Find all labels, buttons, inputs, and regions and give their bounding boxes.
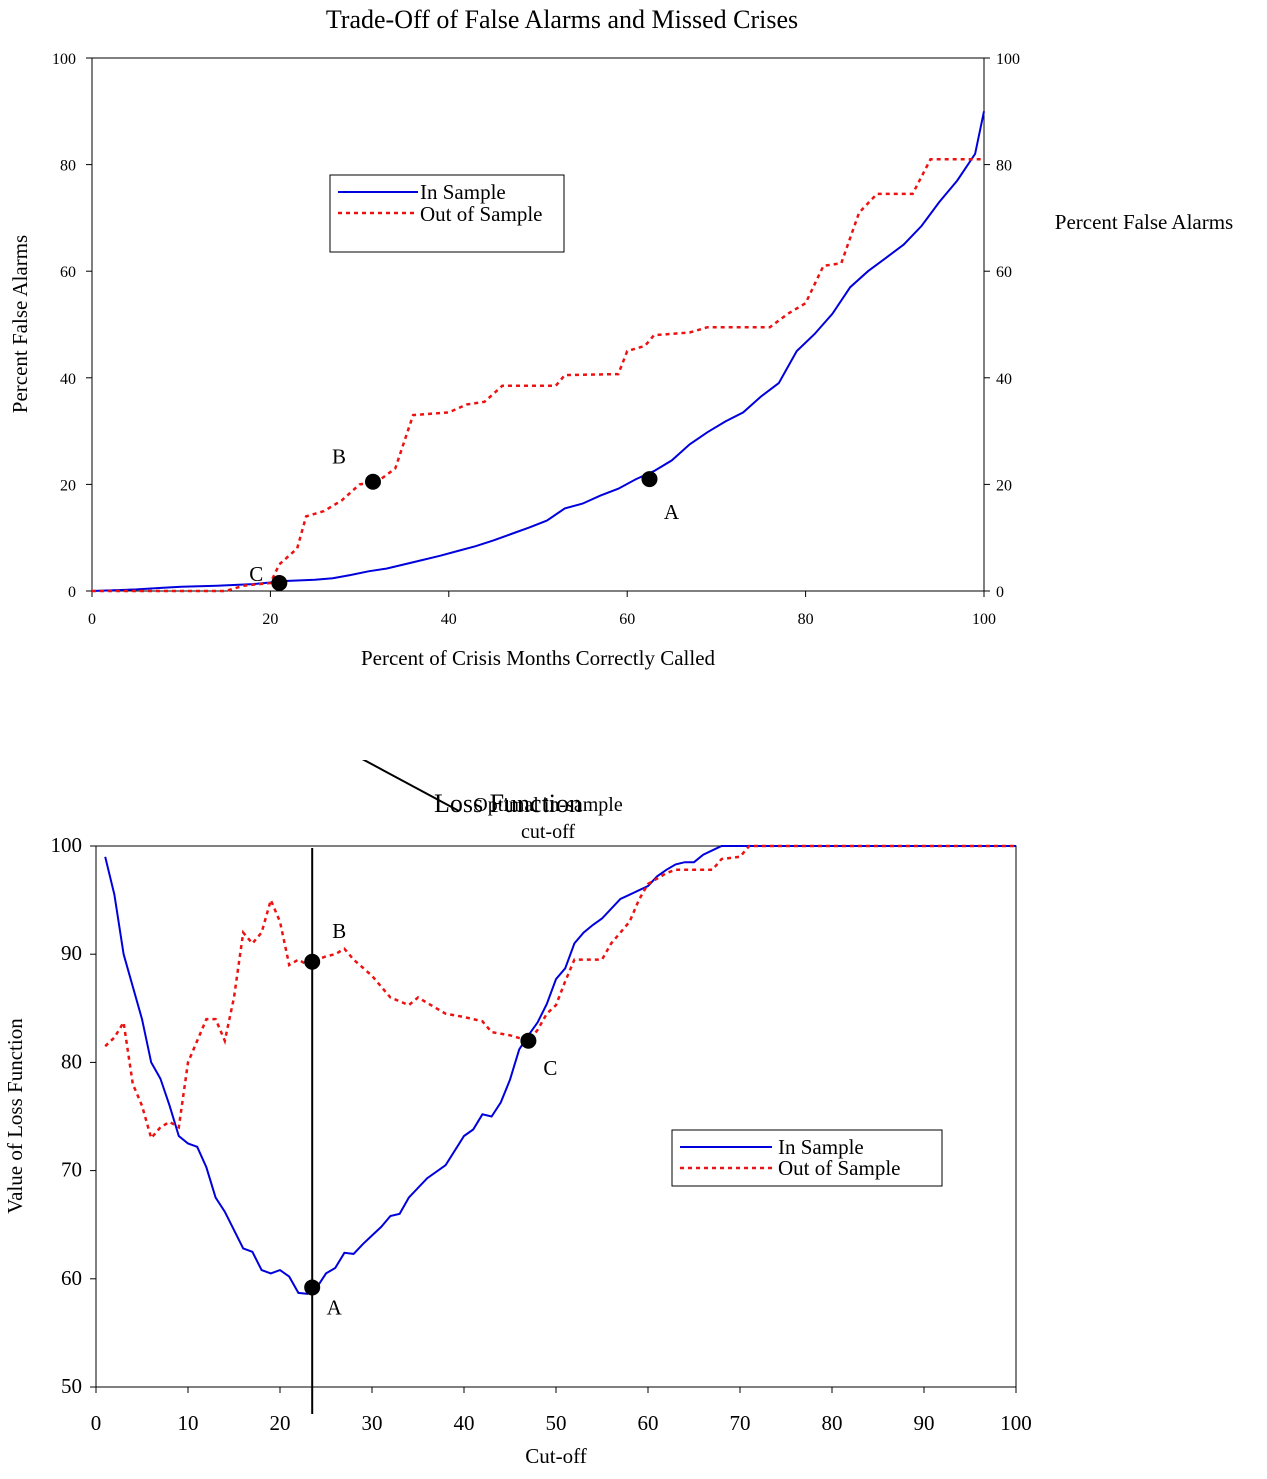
y-tick-label: 100	[52, 51, 76, 68]
x-tick-label: 80	[822, 1411, 843, 1435]
loss-plot-svg: Loss Function Value of Loss Function Cut…	[3, 760, 1032, 1468]
y-right-tick-label: 80	[996, 158, 1012, 175]
x-tick-label: 60	[619, 611, 635, 628]
series-line-out-of-sample	[104, 844, 1016, 1141]
legend: In Sample Out of Sample	[329, 174, 565, 253]
chart-loss-function: Loss Function Value of Loss Function Cut…	[0, 760, 1267, 1479]
x-tick-label: 20	[262, 611, 278, 628]
y-tick-label: 80	[60, 158, 76, 175]
y-right-tick-label: 60	[996, 264, 1012, 281]
x-tick-label: 90	[914, 1411, 935, 1435]
y-axis-label-left: Percent False Alarms	[8, 235, 32, 413]
series-line-in-sample	[104, 845, 1016, 1295]
y-tick-label: 20	[60, 477, 76, 494]
x-tick-label: 100	[972, 611, 996, 628]
legend-box	[329, 174, 565, 253]
x-tick-label: 20	[270, 1411, 291, 1435]
y-tick-label: 40	[60, 371, 76, 388]
y-axis-label: Value of Loss Function	[3, 1018, 27, 1214]
tradeoff-plot-svg: Trade-Off of False Alarms and Missed Cri…	[8, 5, 1233, 670]
x-tick-label: 10	[178, 1411, 199, 1435]
plot-area-frame	[95, 845, 1017, 1388]
point-label-a: A	[664, 500, 680, 524]
y-right-tick-label: 0	[996, 584, 1004, 601]
legend: In Sample Out of Sample	[671, 1129, 943, 1187]
y-tick-label: 80	[61, 1049, 82, 1073]
y-axis-label-right: Percent False Alarms	[1055, 210, 1233, 234]
y-right-tick-label: 100	[996, 51, 1020, 68]
annotation-text-line2: cut-off	[521, 821, 575, 843]
x-tick-label: 80	[798, 611, 814, 628]
x-tick-label: 40	[441, 611, 457, 628]
x-tick-label: 30	[362, 1411, 383, 1435]
y-right-tick-label: 40	[996, 371, 1012, 388]
legend-label-in-sample: In Sample	[420, 180, 506, 204]
legend-box	[671, 1129, 943, 1187]
y-tick-label: 60	[60, 264, 76, 281]
point-marker-c	[520, 1032, 537, 1049]
x-tick-label: 60	[638, 1411, 659, 1435]
series-group	[104, 844, 1016, 1295]
chart-title: Trade-Off of False Alarms and Missed Cri…	[326, 5, 798, 34]
y-tick-label: 90	[61, 941, 82, 965]
point-label-c: C	[249, 562, 263, 586]
point-marker-a	[641, 471, 658, 488]
x-tick-label: 0	[91, 1411, 102, 1435]
x-tick-label: 40	[454, 1411, 475, 1435]
y-tick-label: 50	[61, 1374, 82, 1398]
y-tick-label: 100	[51, 833, 83, 857]
chart-title: Loss Function	[434, 789, 582, 818]
y-tick-label: 70	[61, 1158, 82, 1182]
point-label-b: B	[332, 919, 346, 943]
point-label-a: A	[327, 1295, 343, 1319]
point-marker-a	[304, 1279, 321, 1296]
series-group	[91, 111, 985, 593]
x-axis-label: Percent of Crisis Months Correctly Calle…	[361, 646, 716, 670]
series-line-in-sample	[91, 111, 985, 592]
x-axis-label: Cut-off	[525, 1444, 586, 1468]
y-tick-label: 60	[61, 1266, 82, 1290]
axis-ticks-group: 0 10 20 30 40 50 60 70 80 90 100 50 60 70 80 90 100	[51, 833, 1032, 1435]
y-right-tick-label: 20	[996, 477, 1012, 494]
x-tick-label: 70	[730, 1411, 751, 1435]
point-marker-b	[364, 473, 381, 490]
marked-points-group: A B C	[249, 445, 680, 592]
point-marker-c	[271, 575, 288, 592]
x-tick-label: 50	[546, 1411, 567, 1435]
annotation-text-line1: Optimal in-sample	[473, 794, 623, 816]
marked-points-group: A B C	[304, 919, 557, 1319]
legend-label-out-of-sample: Out of Sample	[420, 202, 542, 226]
point-label-c: C	[543, 1056, 557, 1080]
x-tick-label: 0	[88, 611, 96, 628]
plot-area-frame	[91, 57, 985, 592]
legend-label-in-sample: In Sample	[778, 1135, 864, 1159]
series-line-out-of-sample	[92, 158, 984, 593]
point-marker-b	[304, 953, 321, 970]
x-tick-label: 100	[1000, 1411, 1032, 1435]
legend-label-out-of-sample: Out of Sample	[778, 1156, 900, 1180]
annotation-optimal-cutoff: Optimal in-sample cut-off	[361, 760, 623, 843]
chart-tradeoff: Trade-Off of False Alarms and Missed Cri…	[0, 0, 1267, 700]
y-tick-label: 0	[68, 584, 76, 601]
point-label-b: B	[332, 445, 346, 469]
annotation-arrow	[361, 760, 460, 812]
